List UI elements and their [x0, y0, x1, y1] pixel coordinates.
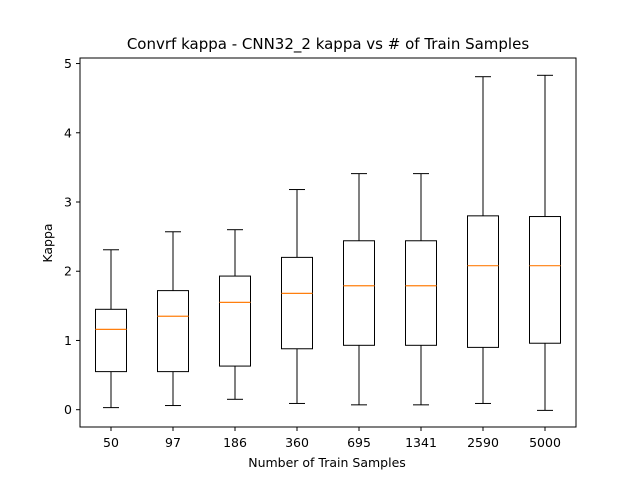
y-tick-label: 4: [64, 125, 72, 140]
box: [405, 240, 437, 346]
x-tick-label: 186: [223, 435, 247, 450]
x-tick-label: 360: [285, 435, 309, 450]
y-tick-label: 1: [64, 333, 72, 348]
y-tick-label: 0: [64, 402, 72, 417]
x-tick-label: 1341: [405, 435, 437, 450]
box: [467, 215, 499, 348]
plot-area: 0 1 2 3 4 5 50 97 186 360 695 1341 2590 5000: [64, 56, 577, 450]
box: [95, 308, 127, 373]
y-tick-label: 5: [64, 56, 72, 71]
y-tick-label: 3: [64, 195, 72, 210]
box: [281, 256, 313, 350]
x-tick-label: 2590: [467, 435, 499, 450]
x-tick-label: 97: [165, 435, 181, 450]
x-tick-label: 50: [103, 435, 119, 450]
x-axis-label: Number of Train Samples: [248, 455, 406, 470]
box: [157, 290, 189, 373]
box: [219, 275, 251, 367]
y-tick-label: 2: [64, 264, 72, 279]
x-tick-label: 695: [347, 435, 371, 450]
chart-title: Convrf kappa - CNN32_2 kappa vs # of Tra…: [127, 35, 530, 54]
y-axis-label: Kappa: [40, 223, 55, 262]
plot-frame: [79, 57, 577, 428]
x-tick-label: 5000: [529, 435, 561, 450]
box: [343, 240, 375, 346]
box: [529, 216, 561, 344]
